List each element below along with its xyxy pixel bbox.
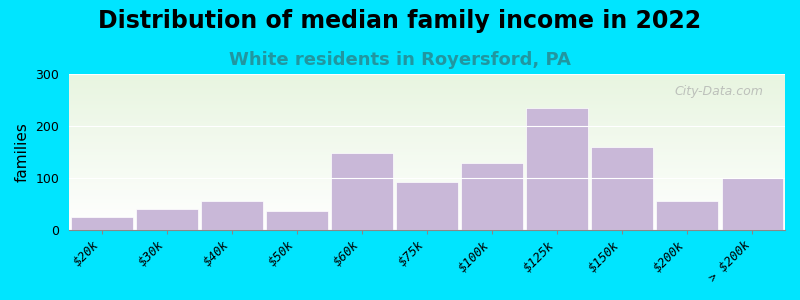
Bar	[70, 217, 133, 230]
Y-axis label: families: families	[15, 122, 30, 182]
Bar	[657, 201, 718, 230]
Bar	[526, 108, 588, 230]
Text: Distribution of median family income in 2022: Distribution of median family income in …	[98, 9, 702, 33]
Text: City-Data.com: City-Data.com	[674, 85, 763, 98]
Bar	[331, 153, 393, 230]
Bar	[722, 178, 783, 230]
Bar	[462, 163, 523, 230]
Bar	[266, 212, 328, 230]
Bar	[396, 182, 458, 230]
Bar	[136, 209, 198, 230]
Text: White residents in Royersford, PA: White residents in Royersford, PA	[229, 51, 571, 69]
Bar	[201, 201, 262, 230]
Bar	[591, 147, 654, 230]
